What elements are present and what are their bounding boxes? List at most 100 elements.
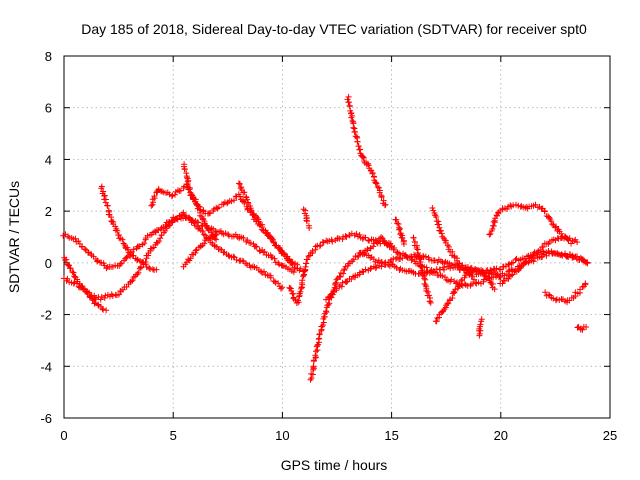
- data-point: [206, 235, 213, 242]
- data-point: [364, 246, 371, 253]
- data-point: [156, 238, 163, 245]
- data-point: [355, 143, 362, 150]
- data-point: [549, 221, 556, 228]
- series-sat-g: [235, 180, 298, 273]
- x-axis-label: GPS time / hours: [281, 457, 388, 473]
- data-point: [427, 299, 434, 306]
- data-point: [213, 236, 220, 243]
- data-point: [247, 240, 254, 247]
- data-point: [517, 265, 524, 272]
- data-point: [271, 255, 278, 262]
- data-point: [233, 256, 240, 263]
- data-point: [378, 234, 385, 241]
- data-point: [429, 205, 436, 212]
- data-point: [241, 189, 248, 196]
- data-point: [584, 260, 591, 267]
- data-point: [528, 253, 535, 260]
- data-point: [275, 280, 282, 287]
- data-point: [240, 235, 247, 242]
- data-point: [333, 276, 340, 283]
- data-point: [469, 269, 476, 276]
- data-point: [316, 243, 323, 250]
- data-point: [458, 277, 465, 284]
- y-tick-label: -4: [40, 359, 52, 374]
- x-tick-label: 10: [275, 428, 289, 443]
- series-sat-n: [378, 234, 591, 289]
- data-point: [438, 230, 445, 237]
- data-point: [449, 295, 456, 302]
- data-point: [252, 243, 259, 250]
- data-point: [312, 348, 319, 355]
- series-sat-h: [180, 231, 220, 270]
- data-point: [426, 292, 433, 299]
- data-point: [209, 234, 216, 241]
- data-point: [215, 204, 222, 211]
- data-point: [102, 292, 109, 299]
- data-point: [325, 301, 332, 308]
- data-point: [505, 261, 512, 268]
- data-point: [128, 278, 135, 285]
- data-point: [255, 218, 262, 225]
- data-point: [416, 255, 423, 262]
- data-point: [340, 270, 347, 277]
- data-point: [119, 236, 126, 243]
- data-point: [157, 235, 164, 242]
- data-point: [342, 233, 349, 240]
- series-sat-c: [61, 254, 110, 314]
- y-axis-label: SDTVAR / TECUs: [6, 181, 22, 293]
- data-point: [115, 291, 122, 298]
- data-point: [508, 266, 515, 273]
- data-point: [491, 286, 498, 293]
- data-point: [186, 214, 193, 221]
- data-point: [552, 224, 559, 231]
- data-point: [472, 268, 479, 275]
- data-point: [141, 240, 148, 247]
- data-point: [309, 247, 316, 254]
- data-point: [475, 279, 482, 286]
- data-point: [205, 227, 212, 234]
- data-point: [464, 266, 471, 273]
- data-point: [523, 258, 530, 265]
- data-point: [350, 124, 357, 131]
- data-point: [256, 247, 263, 254]
- data-point: [400, 240, 407, 247]
- data-point: [348, 114, 355, 121]
- data-point: [553, 223, 560, 230]
- data-point: [326, 300, 333, 307]
- data-point: [177, 187, 184, 194]
- data-point: [90, 297, 97, 304]
- data-point: [319, 322, 326, 329]
- data-point: [509, 271, 516, 278]
- data-point: [541, 208, 548, 215]
- y-tick-label: 4: [45, 152, 52, 167]
- series-sat-o: [392, 216, 407, 247]
- data-point: [235, 180, 242, 187]
- data-point: [370, 243, 377, 250]
- data-point: [365, 160, 372, 167]
- series-sat-v: [542, 280, 589, 306]
- data-point: [237, 193, 244, 200]
- x-tick-label: 15: [384, 428, 398, 443]
- data-point: [356, 231, 363, 238]
- data-point: [97, 296, 104, 303]
- data-point: [393, 216, 400, 223]
- data-point: [571, 238, 578, 245]
- data-point: [378, 193, 385, 200]
- data-point: [512, 256, 519, 263]
- data-point: [303, 260, 310, 267]
- data-point: [173, 215, 180, 222]
- data-point: [187, 215, 194, 222]
- data-point: [568, 240, 575, 247]
- data-point: [99, 305, 106, 312]
- data-point: [373, 180, 380, 187]
- data-point: [165, 222, 172, 229]
- data-point: [493, 212, 500, 219]
- data-point: [486, 231, 493, 238]
- data-point: [310, 363, 317, 370]
- data-point: [337, 273, 344, 280]
- series-sat-q: [429, 205, 478, 283]
- data-point: [134, 257, 141, 264]
- data-point: [64, 275, 71, 282]
- data-point: [250, 212, 257, 219]
- data-point: [471, 276, 478, 283]
